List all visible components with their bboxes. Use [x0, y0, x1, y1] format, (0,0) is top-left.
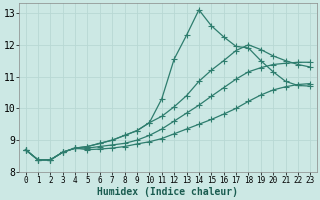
- X-axis label: Humidex (Indice chaleur): Humidex (Indice chaleur): [98, 186, 238, 197]
